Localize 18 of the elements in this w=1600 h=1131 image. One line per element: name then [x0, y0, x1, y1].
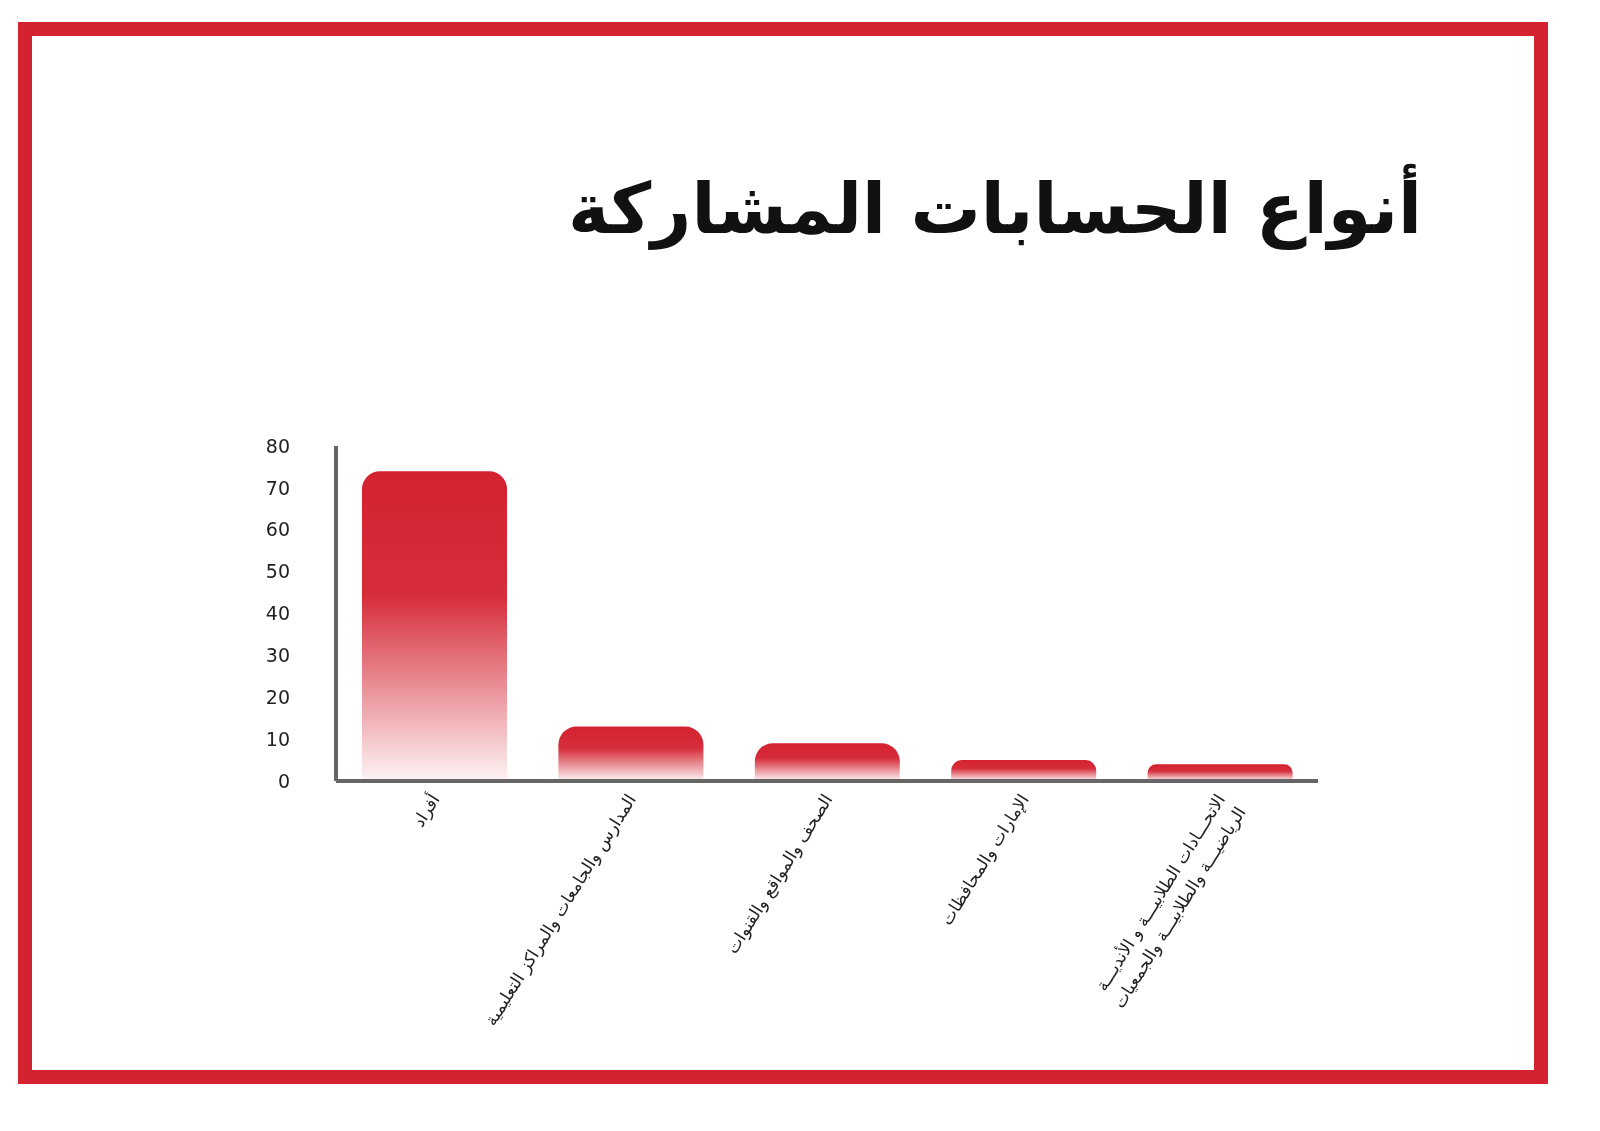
y-tick-label: 70: [265, 476, 290, 499]
y-tick-label: 40: [265, 602, 290, 625]
x-tick-label: الصحف والمواقع والقنوات: [721, 790, 838, 958]
bar: [558, 726, 704, 781]
bar: [754, 743, 900, 781]
y-tick-label: 20: [265, 685, 290, 708]
x-tick-label: الإمارات والمحافظات: [936, 790, 1033, 929]
y-tick-label: 80: [265, 434, 290, 457]
x-tick-label: المدارس والجامعات والمراكز التعليمية: [480, 790, 640, 1030]
y-tick-label: 10: [265, 727, 290, 750]
bar: [951, 760, 1097, 781]
y-tick-label: 50: [265, 560, 290, 583]
y-tick-label: 60: [265, 518, 290, 541]
x-tick-label: الاتحـــادات الطلابيـــة و الأنديـــة الرياضيـــة والطلابيـــة والجمعيات: [1091, 790, 1250, 1012]
bar: [362, 471, 507, 781]
y-tick-label: 0: [277, 769, 290, 792]
x-tick-label: أفراد: [407, 789, 444, 831]
y-tick-label: 30: [265, 644, 290, 667]
